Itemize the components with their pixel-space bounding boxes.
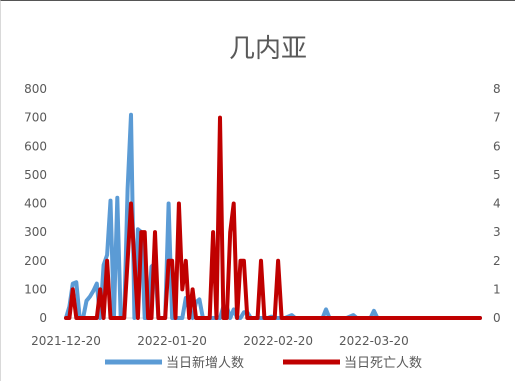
x-tick-label: 2022-03-20 xyxy=(339,334,409,348)
x-tick-label: 2021-12-20 xyxy=(31,334,101,348)
series-line-deaths xyxy=(64,115,482,320)
x-axis-ticks: 2021-12-20 2022-01-20 2022-02-20 2022-03-20 xyxy=(31,334,409,348)
y-left-tick-label: 800 xyxy=(24,82,47,96)
series-layer xyxy=(64,112,482,320)
y-left-tick-label: 200 xyxy=(24,254,47,268)
y-right-tick-label: 6 xyxy=(493,139,501,153)
y-right-axis-ticks: 0 1 2 3 4 5 6 7 8 xyxy=(493,82,501,325)
y-right-tick-label: 1 xyxy=(493,282,501,296)
y-left-tick-label: 700 xyxy=(24,111,47,125)
y-left-tick-label: 600 xyxy=(24,139,47,153)
y-left-tick-label: 100 xyxy=(24,282,47,296)
y-left-tick-label: 500 xyxy=(24,168,47,182)
y-right-tick-label: 5 xyxy=(493,168,501,182)
y-right-tick-label: 8 xyxy=(493,82,501,96)
y-right-tick-label: 4 xyxy=(493,197,501,211)
series-line-new-cases xyxy=(64,112,482,320)
x-tick-label: 2022-01-20 xyxy=(137,334,207,348)
y-left-tick-label: 0 xyxy=(39,311,47,325)
y-right-tick-label: 0 xyxy=(493,311,501,325)
y-right-tick-label: 7 xyxy=(493,111,501,125)
legend-label-deaths: 当日死亡人数 xyxy=(344,356,422,371)
chart-title: 几内亚 xyxy=(229,34,307,64)
y-left-axis-ticks: 0 100 200 300 400 500 600 700 800 xyxy=(24,82,47,325)
legend: 当日新增人数 当日死亡人数 xyxy=(105,355,422,371)
x-tick-label: 2022-02-20 xyxy=(243,334,313,348)
y-right-tick-label: 2 xyxy=(493,254,501,268)
y-left-tick-label: 400 xyxy=(24,197,47,211)
y-left-tick-label: 300 xyxy=(24,225,47,239)
legend-label-new-cases: 当日新增人数 xyxy=(166,355,244,371)
y-right-tick-label: 3 xyxy=(493,225,501,239)
